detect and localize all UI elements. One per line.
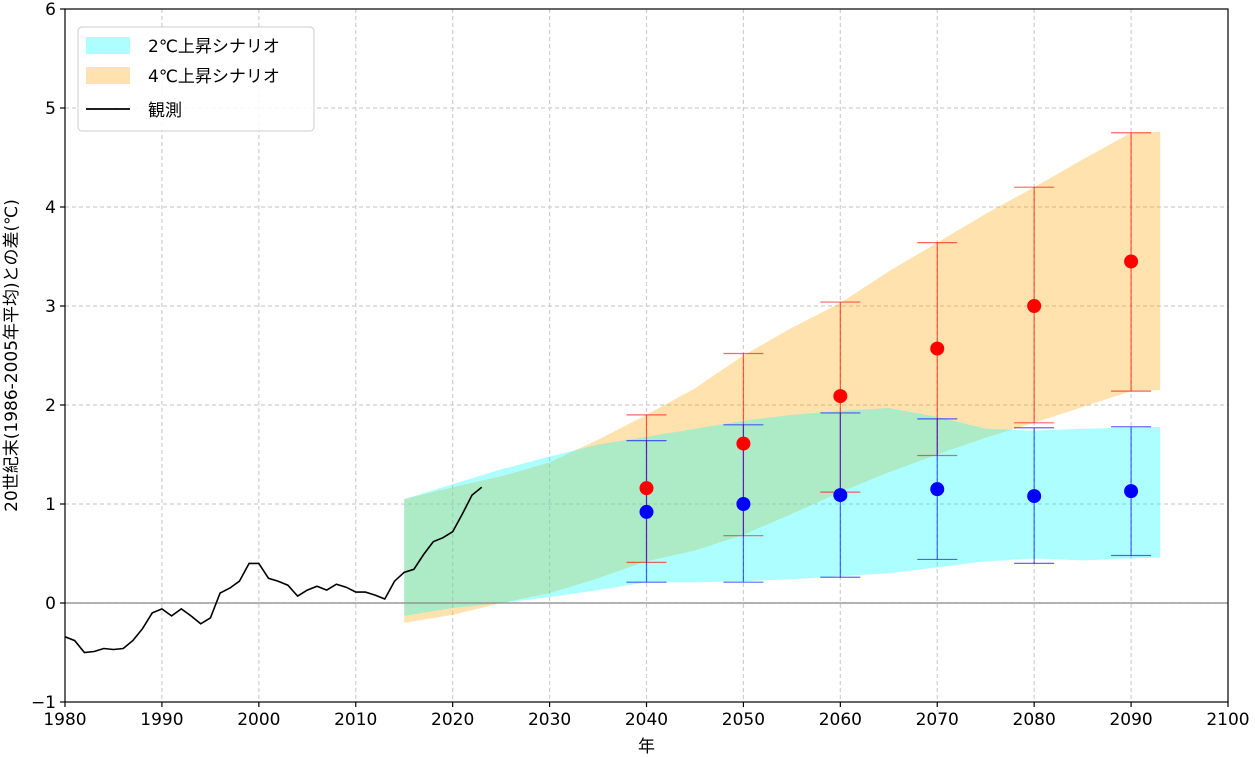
observed-line	[64, 486, 483, 654]
band-4c	[404, 131, 1161, 623]
y-tick-label--1: −1	[31, 693, 56, 713]
x-tick-label-2010: 2010	[334, 710, 377, 730]
point-2c-2070	[930, 482, 945, 497]
legend-label-4c: 4℃上昇シナリオ	[148, 67, 280, 87]
x-tick-label-2050: 2050	[722, 710, 765, 730]
y-axis: −1 0 1 2 3 4 5 6	[31, 0, 65, 713]
y-tick-label-2: 2	[45, 396, 56, 416]
band-2c	[404, 408, 1161, 616]
point-2c-2050	[736, 497, 751, 511]
point-2c-2080	[1027, 489, 1042, 504]
x-tick-label-1990: 1990	[140, 710, 183, 730]
y-axis-title: 20世紀末(1986-2005年平均)との差(℃)	[2, 199, 22, 512]
x-tick-label-2000: 2000	[237, 710, 280, 730]
x-tick-label-2080: 2080	[1013, 710, 1056, 730]
point-4c-2070	[930, 341, 945, 356]
x-tick-label-2030: 2030	[528, 710, 571, 730]
point-2c-2090	[1124, 484, 1139, 499]
legend-label-observed: 観測	[148, 101, 182, 121]
scenario-bands	[404, 131, 1161, 623]
y-tick-label-0: 0	[45, 594, 56, 614]
x-tick-label-2100: 2100	[1206, 710, 1249, 730]
y-tick-label-5: 5	[45, 99, 56, 119]
x-tick-label-2040: 2040	[625, 710, 668, 730]
legend: 2℃上昇シナリオ 4℃上昇シナリオ 観測	[77, 26, 315, 132]
x-axis: 1980 1990 2000 2010 2020 2030 2040 2050 2060 2070…	[43, 702, 1250, 730]
x-tick-label-2090: 2090	[1109, 710, 1152, 730]
x-tick-label-1980: 1980	[43, 710, 86, 730]
point-2c-2060	[833, 488, 848, 503]
y-tick-label-4: 4	[45, 198, 56, 218]
mean-points	[639, 254, 1139, 519]
legend-label-2c: 2℃上昇シナリオ	[148, 37, 280, 57]
point-4c-2090	[1124, 254, 1139, 269]
point-4c-2040	[639, 481, 654, 496]
observed-series	[64, 486, 483, 654]
legend-swatch-4c	[86, 67, 130, 84]
x-tick-label-2070: 2070	[916, 710, 959, 730]
point-2c-2040	[639, 504, 654, 519]
point-4c-2080	[1027, 299, 1042, 313]
x-tick-label-2060: 2060	[819, 710, 862, 730]
x-axis-title: 年	[638, 737, 655, 757]
legend-box	[77, 26, 315, 132]
y-tick-label-3: 3	[45, 297, 56, 317]
x-tick-label-2020: 2020	[431, 710, 474, 730]
legend-swatch-2c	[86, 37, 130, 54]
y-tick-label-1: 1	[45, 495, 56, 515]
point-4c-2050	[736, 436, 751, 451]
point-4c-2060	[833, 389, 848, 404]
y-tick-label-6: 6	[45, 0, 56, 20]
